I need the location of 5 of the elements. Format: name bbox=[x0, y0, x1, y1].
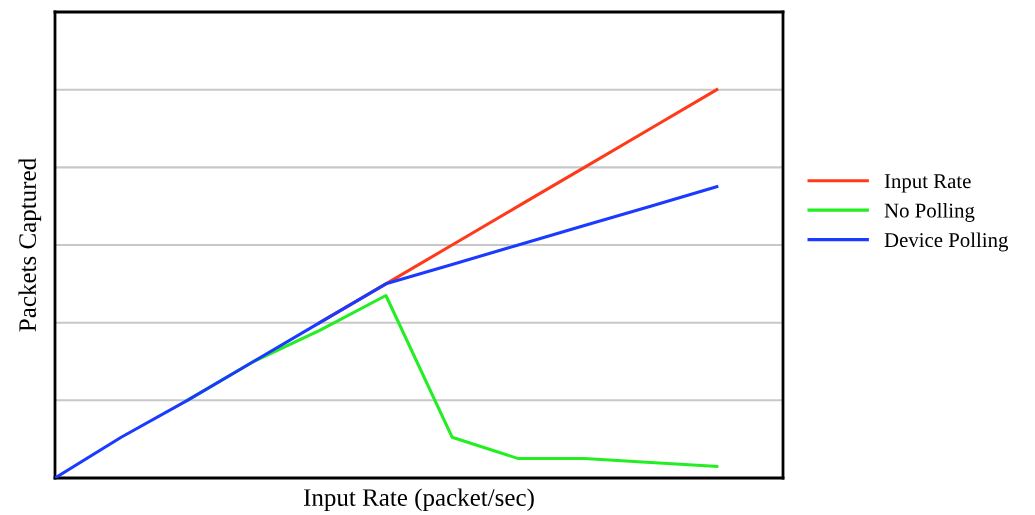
legend-label: Input Rate bbox=[884, 174, 971, 193]
y-axis-title: Packets Captured bbox=[18, 158, 42, 332]
legend-label: Device Polling bbox=[884, 232, 1009, 252]
legend-label: No Polling bbox=[884, 202, 975, 222]
x-axis-title: Input Rate (packet/sec) bbox=[303, 488, 534, 512]
